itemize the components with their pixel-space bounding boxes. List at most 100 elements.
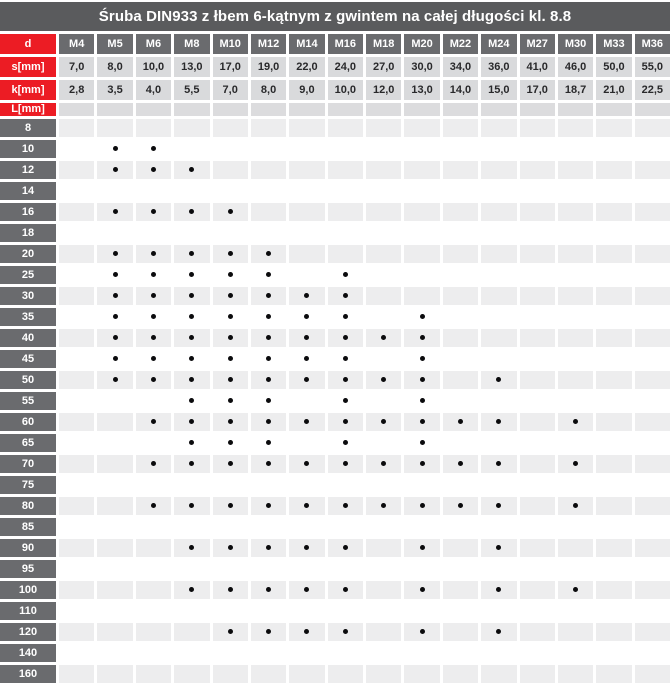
availability-cell xyxy=(327,392,363,410)
availability-dot-icon xyxy=(189,209,195,215)
availability-cell xyxy=(366,245,402,263)
availability-cell xyxy=(557,287,594,305)
availability-cell xyxy=(366,644,402,662)
availability-dot-icon xyxy=(304,356,310,362)
availability-cell xyxy=(250,161,287,179)
availability-dot-icon xyxy=(342,545,348,551)
availability-cell xyxy=(250,413,287,431)
availability-dot-icon xyxy=(112,167,118,173)
availability-dot-icon xyxy=(342,440,348,446)
availability-cell xyxy=(634,140,670,158)
availability-cell xyxy=(481,497,517,515)
availability-cell xyxy=(519,665,555,683)
availability-cell xyxy=(59,161,95,179)
availability-cell xyxy=(404,308,440,326)
availability-cell xyxy=(596,665,632,683)
availability-cell xyxy=(442,224,479,242)
availability-dot-icon xyxy=(419,629,425,635)
availability-cell xyxy=(596,644,632,662)
availability-cell xyxy=(596,140,632,158)
availability-cell xyxy=(212,434,248,452)
availability-dot-icon xyxy=(266,419,272,425)
availability-cell xyxy=(212,245,248,263)
availability-dot-icon xyxy=(304,335,310,341)
availability-cell xyxy=(596,350,632,368)
availability-cell xyxy=(59,266,95,284)
availability-cell xyxy=(174,203,210,221)
availability-cell xyxy=(59,287,95,305)
availability-cell xyxy=(289,476,325,494)
diameter-header-row: d M4 M5 M6 M8 M10 M12 M14 M16 M18 M20 M22 M24 M27 M30 M… xyxy=(0,34,670,54)
availability-dot-icon xyxy=(189,314,195,320)
length-row-85: 85 xyxy=(0,518,670,536)
spec-value-m5: 8,0 xyxy=(97,57,133,77)
availability-cell xyxy=(442,581,479,599)
availability-cell xyxy=(174,560,210,578)
availability-cell xyxy=(212,623,248,641)
availability-cell xyxy=(174,602,210,620)
availability-cell xyxy=(174,371,210,389)
availability-cell xyxy=(250,497,287,515)
spec-value-m30: 46,0 xyxy=(557,57,594,77)
availability-dot-icon xyxy=(266,356,272,362)
availability-dot-icon xyxy=(304,314,310,320)
availability-dot-icon xyxy=(227,545,233,551)
availability-cell xyxy=(174,350,210,368)
availability-cell xyxy=(289,581,325,599)
availability-cell xyxy=(519,434,555,452)
availability-cell xyxy=(174,539,210,557)
availability-cell xyxy=(289,140,325,158)
availability-cell xyxy=(442,560,479,578)
availability-cell xyxy=(442,350,479,368)
availability-dot-icon xyxy=(266,545,272,551)
availability-dot-icon xyxy=(266,440,272,446)
availability-cell xyxy=(634,308,670,326)
spec-value-m12: 8,0 xyxy=(250,80,287,100)
availability-dot-icon xyxy=(304,293,310,299)
availability-dot-icon xyxy=(419,398,425,404)
availability-cell xyxy=(135,203,172,221)
availability-cell xyxy=(442,539,479,557)
availability-cell xyxy=(59,140,95,158)
availability-cell xyxy=(327,455,363,473)
availability-dot-icon xyxy=(227,293,233,299)
availability-cell xyxy=(634,644,670,662)
availability-cell xyxy=(212,182,248,200)
availability-cell xyxy=(404,224,440,242)
availability-cell xyxy=(97,560,133,578)
availability-dot-icon xyxy=(304,419,310,425)
availability-cell xyxy=(327,287,363,305)
availability-cell xyxy=(557,476,594,494)
availability-cell xyxy=(97,455,133,473)
availability-dot-icon xyxy=(189,293,195,299)
availability-cell xyxy=(289,161,325,179)
availability-cell xyxy=(404,665,440,683)
col-header-m14: M14 xyxy=(289,34,325,54)
availability-cell xyxy=(596,602,632,620)
availability-cell xyxy=(327,665,363,683)
availability-cell xyxy=(212,539,248,557)
availability-cell xyxy=(557,434,594,452)
length-row-95: 95 xyxy=(0,560,670,578)
availability-cell xyxy=(634,287,670,305)
availability-cell xyxy=(327,623,363,641)
availability-cell xyxy=(596,329,632,347)
availability-cell xyxy=(519,497,555,515)
availability-dot-icon xyxy=(227,419,233,425)
availability-dot-icon xyxy=(227,314,233,320)
availability-dot-icon xyxy=(227,377,233,383)
availability-dot-icon xyxy=(304,587,310,593)
availability-cell xyxy=(327,476,363,494)
availability-cell xyxy=(97,140,133,158)
availability-cell xyxy=(212,119,248,137)
availability-cell xyxy=(59,413,95,431)
availability-cell xyxy=(250,560,287,578)
availability-cell xyxy=(634,497,670,515)
availability-cell xyxy=(59,371,95,389)
availability-cell xyxy=(596,518,632,536)
availability-cell xyxy=(174,623,210,641)
availability-cell xyxy=(481,140,517,158)
availability-cell xyxy=(557,455,594,473)
availability-cell xyxy=(634,392,670,410)
availability-cell xyxy=(481,455,517,473)
